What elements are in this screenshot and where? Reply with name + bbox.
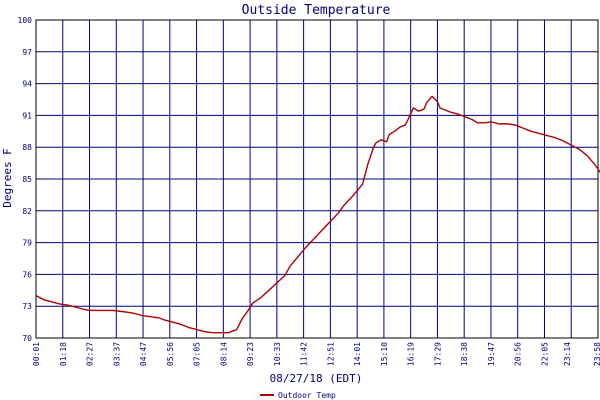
x-tick-label: 04:47 [139, 342, 148, 366]
x-tick-label: 10:33 [273, 342, 282, 366]
y-tick-label: 97 [22, 48, 32, 57]
y-tick-label: 76 [22, 270, 32, 279]
x-tick-label: 09:23 [246, 342, 255, 366]
y-tick-label: 73 [22, 302, 32, 311]
x-tick-labels: 00:01 01:18 02:27 03:37 04:47 05:56 07:05 08:14… [32, 342, 600, 366]
x-tick-label: 11:42 [300, 342, 309, 366]
legend-label-outdoor-temp: Outdoor Temp [278, 391, 336, 400]
y-tick-label: 82 [22, 207, 32, 216]
y-axis-label: Degrees F [1, 148, 14, 208]
x-tick-label: 16:19 [407, 342, 416, 366]
plot-frame [35, 19, 599, 339]
x-tick-label: 03:37 [112, 342, 121, 366]
y-tick-label: 94 [22, 80, 32, 89]
y-tick-label: 85 [22, 175, 32, 184]
x-tick-label: 15:10 [380, 342, 389, 366]
x-tick-label: 08:14 [219, 342, 228, 366]
legend: Outdoor Temp [260, 391, 336, 400]
y-tick-label: 79 [22, 239, 32, 248]
x-tick-label: 23:14 [563, 342, 572, 366]
x-tick-label: 00:01 [32, 342, 41, 366]
x-tick-label: 20:56 [514, 342, 523, 366]
x-tick-label: 12:51 [326, 342, 335, 366]
chart-title: Outside Temperature [242, 3, 391, 18]
series-layer [35, 95, 600, 334]
x-tick-label: 01:18 [59, 342, 68, 366]
y-tick-label: 70 [22, 334, 32, 343]
x-axis-label: 08/27/18 (EDT) [270, 372, 363, 385]
x-tick-label: 17:29 [433, 342, 442, 366]
y-tick-label: 88 [22, 143, 32, 152]
x-tick-label: 22:05 [540, 342, 549, 366]
y-tick-label: 100 [18, 16, 33, 25]
x-tick-label: 05:56 [166, 342, 175, 366]
x-tick-label: 18:38 [460, 342, 469, 366]
x-tick-label: 23:58 [593, 342, 600, 366]
series-line-outdoor-temp [35, 95, 600, 334]
x-tick-label: 07:05 [193, 342, 202, 366]
y-tick-labels: 70 73 76 79 82 85 88 91 94 97 100 [18, 16, 33, 343]
x-tick-label: 02:27 [86, 342, 95, 366]
grid-lines [35, 19, 599, 339]
x-tick-label: 19:47 [487, 342, 496, 366]
x-tick-label: 14:01 [353, 342, 362, 366]
y-tick-label: 91 [22, 111, 32, 120]
